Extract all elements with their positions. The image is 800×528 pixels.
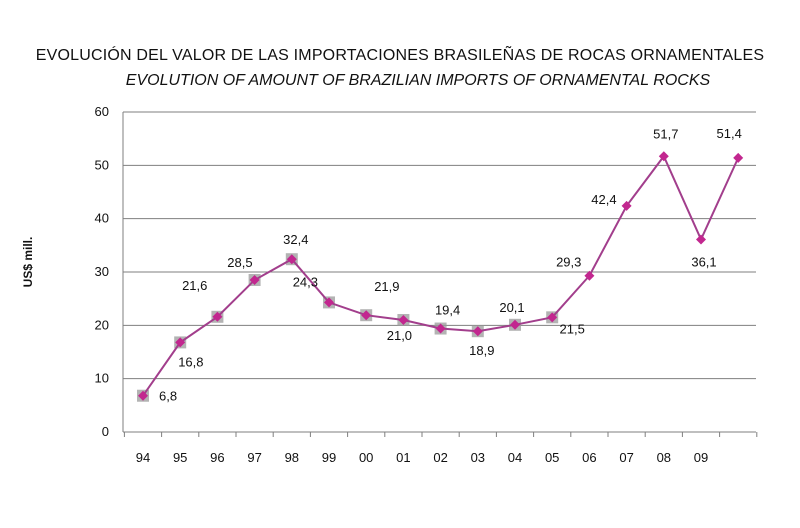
data-point <box>249 275 260 285</box>
data-label: 51,7 <box>653 126 678 141</box>
data-point <box>398 315 409 325</box>
x-tick-label: 98 <box>285 450 299 465</box>
x-tick-label: 03 <box>471 450 485 465</box>
chart-title: EVOLUCIÓN DEL VALOR DE LAS IMPORTACIONES… <box>35 47 765 64</box>
data-label: 18,9 <box>469 343 494 358</box>
x-tick-label: 05 <box>545 450 559 465</box>
x-tick-label: 97 <box>247 450 261 465</box>
x-tick-label: 95 <box>173 450 187 465</box>
data-point <box>621 200 632 211</box>
data-label: 24,3 <box>293 274 318 289</box>
x-tick-label: 02 <box>433 450 447 465</box>
y-tick-label: 60 <box>95 104 109 119</box>
data-point <box>361 310 372 321</box>
data-label: 36,1 <box>691 254 716 269</box>
data-label: 32,4 <box>283 232 308 247</box>
series-line <box>142 154 740 397</box>
data-point <box>696 234 706 245</box>
x-tick-label: 08 <box>657 450 671 465</box>
data-label: 28,5 <box>227 255 252 270</box>
data-point <box>286 254 297 265</box>
data-point <box>733 152 744 163</box>
data-point <box>324 297 334 308</box>
data-label: 51,4 <box>717 126 742 141</box>
data-label: 29,3 <box>556 255 581 270</box>
data-label: 21,0 <box>387 328 412 343</box>
data-point <box>510 319 520 330</box>
data-point <box>212 311 223 322</box>
y-tick-label: 10 <box>95 371 109 386</box>
chart-subtitle: EVOLUTION OF AMOUNT OF BRAZILIAN IMPORTS… <box>125 72 711 89</box>
x-tick-label: 00 <box>359 450 373 465</box>
data-point <box>435 323 446 334</box>
data-point <box>472 326 483 337</box>
data-label: 19,4 <box>435 303 460 318</box>
x-tick-label: 07 <box>619 450 633 465</box>
x-tick-label: 09 <box>694 450 708 465</box>
y-tick-label: 50 <box>95 157 109 172</box>
x-tick-label: 94 <box>136 450 150 465</box>
data-point <box>658 151 669 162</box>
data-label: 21,9 <box>374 279 399 294</box>
y-tick-label: 0 <box>102 424 109 439</box>
data-label: 20,1 <box>499 300 524 315</box>
y-tick-label: 30 <box>95 264 109 279</box>
data-point <box>547 312 558 323</box>
data-label: 21,6 <box>182 278 207 293</box>
data-label: 16,8 <box>178 354 203 369</box>
data-label: 21,5 <box>560 321 585 336</box>
y-tick-label: 40 <box>95 211 109 226</box>
x-tick-label: 99 <box>322 450 336 465</box>
data-point <box>138 390 148 401</box>
x-tick-label: 06 <box>582 450 596 465</box>
y-tick-label: 20 <box>95 317 109 332</box>
x-tick-label: 96 <box>210 450 224 465</box>
data-label: 6,8 <box>159 389 177 404</box>
data-point <box>175 337 186 348</box>
x-tick-label: 01 <box>396 450 410 465</box>
data-point <box>584 270 595 281</box>
x-tick-label: 04 <box>508 450 522 465</box>
data-label: 42,4 <box>591 192 616 207</box>
